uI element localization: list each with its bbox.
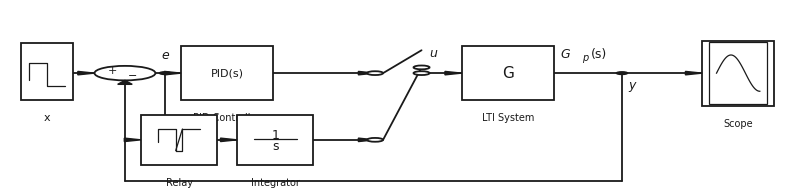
Text: Relay: Relay bbox=[165, 178, 192, 188]
Text: PID Controller: PID Controller bbox=[193, 113, 261, 123]
Circle shape bbox=[95, 66, 156, 80]
Text: −: − bbox=[128, 71, 137, 81]
Bar bbox=[701, 41, 773, 106]
Polygon shape bbox=[358, 71, 375, 75]
Bar bbox=[237, 115, 313, 165]
Text: 1: 1 bbox=[271, 129, 279, 142]
Circle shape bbox=[413, 71, 429, 75]
Text: G: G bbox=[501, 66, 513, 81]
Text: e: e bbox=[162, 49, 169, 62]
Bar bbox=[180, 46, 273, 100]
Text: +: + bbox=[107, 66, 117, 76]
Bar bbox=[141, 115, 217, 165]
Bar bbox=[708, 42, 766, 104]
Polygon shape bbox=[124, 138, 141, 142]
Text: p: p bbox=[581, 53, 587, 63]
Circle shape bbox=[367, 71, 383, 75]
Polygon shape bbox=[444, 71, 461, 75]
Polygon shape bbox=[221, 138, 237, 142]
Text: Integrator: Integrator bbox=[250, 178, 299, 188]
Text: Scope: Scope bbox=[723, 119, 752, 129]
Text: u: u bbox=[429, 47, 437, 60]
Circle shape bbox=[367, 138, 383, 142]
Text: (s): (s) bbox=[590, 48, 606, 61]
Text: PID(s): PID(s) bbox=[210, 68, 243, 78]
Polygon shape bbox=[118, 80, 132, 84]
Text: G: G bbox=[560, 48, 569, 61]
Polygon shape bbox=[685, 71, 701, 75]
Bar bbox=[461, 46, 553, 100]
Circle shape bbox=[616, 72, 627, 74]
Text: LTI System: LTI System bbox=[481, 113, 533, 123]
Polygon shape bbox=[164, 71, 180, 75]
Text: x: x bbox=[43, 113, 50, 123]
Polygon shape bbox=[358, 138, 375, 142]
Circle shape bbox=[413, 65, 429, 69]
Circle shape bbox=[160, 72, 170, 74]
Text: y: y bbox=[628, 79, 635, 92]
Bar bbox=[21, 43, 73, 100]
Polygon shape bbox=[78, 71, 95, 75]
Text: s: s bbox=[272, 140, 278, 153]
